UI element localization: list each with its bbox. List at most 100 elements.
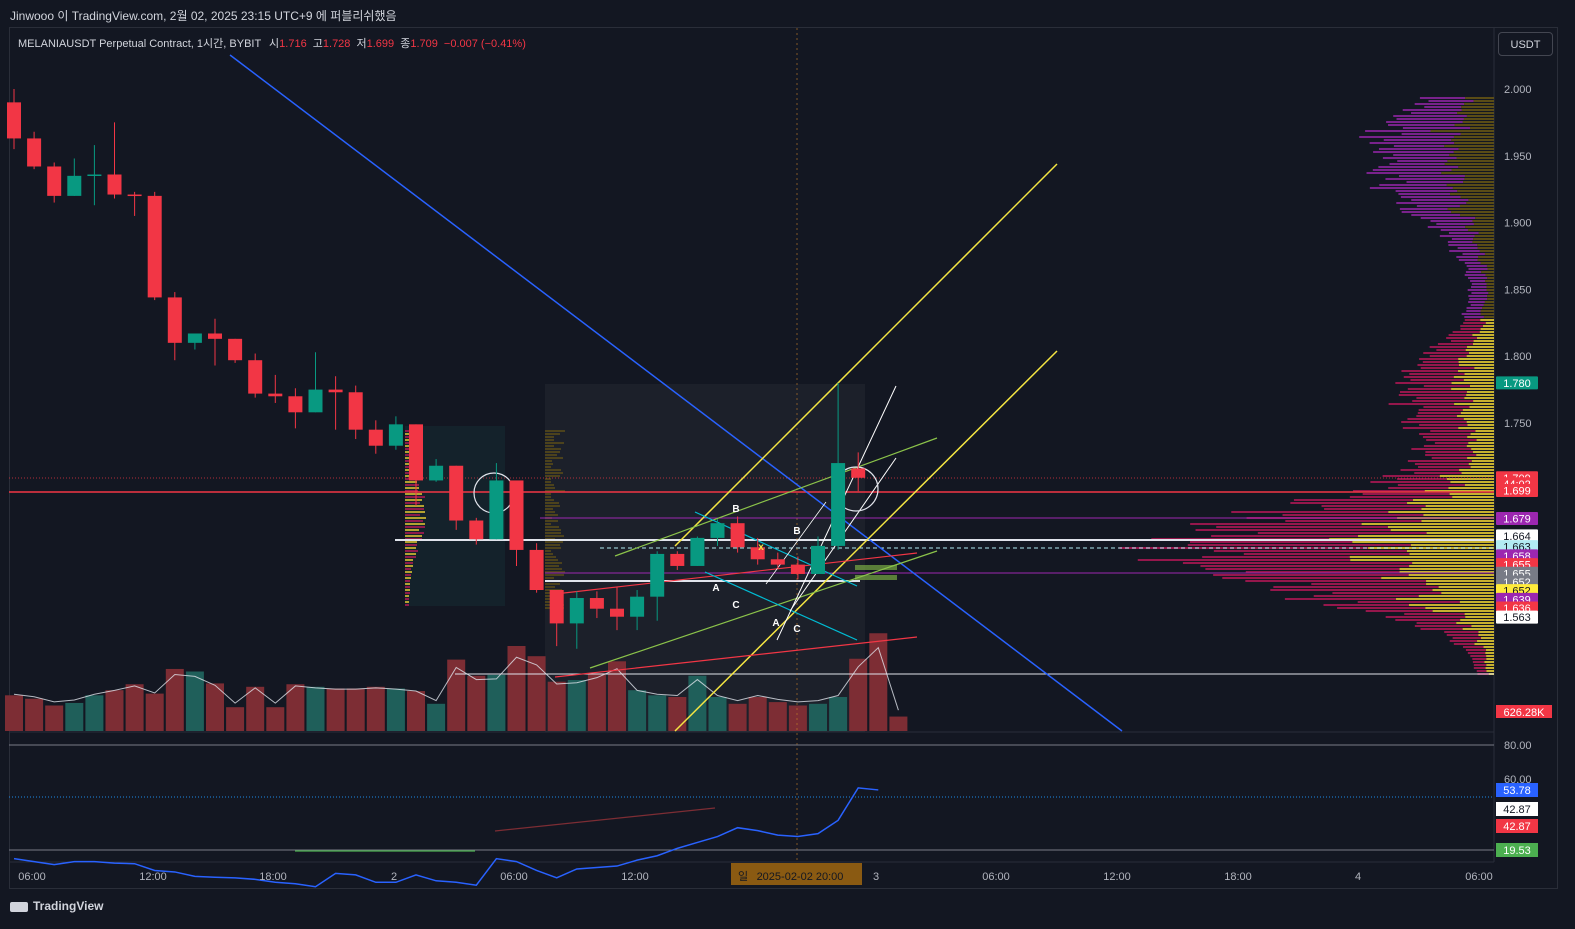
vp-buy-bar bbox=[1468, 463, 1494, 465]
red-line-upper[interactable] bbox=[554, 552, 918, 595]
vp-buy-bar bbox=[1458, 370, 1494, 372]
crosshair-time-label: 일 2025-02-02 20:00 bbox=[731, 863, 862, 885]
time-tick: 06:00 bbox=[18, 871, 46, 883]
time-axis[interactable]: 06:00 12:00 18:00 2 06:00 12:00 3 06:00 12:00 18:… bbox=[18, 863, 1493, 885]
trendline-drawings[interactable] bbox=[229, 54, 1123, 732]
pattern-label: A bbox=[712, 583, 719, 594]
vp-buy-bar bbox=[1463, 118, 1494, 120]
candle bbox=[409, 424, 423, 506]
vp-buy-bar bbox=[1465, 616, 1494, 618]
session-vp-bar bbox=[405, 433, 410, 435]
vp-sell-bar bbox=[1470, 280, 1486, 282]
volume-bar bbox=[628, 690, 647, 731]
range-vp-bar bbox=[545, 514, 558, 516]
session-vp-bar bbox=[405, 571, 412, 573]
vp-buy-bar bbox=[1441, 172, 1494, 174]
candle-body bbox=[750, 547, 765, 560]
volume-profile bbox=[1119, 97, 1494, 675]
candle-body bbox=[650, 553, 665, 597]
volume-bar bbox=[65, 702, 84, 731]
volume-bar bbox=[507, 646, 526, 731]
vp-buy-bar bbox=[1466, 391, 1494, 393]
rsi-label-bg bbox=[1496, 802, 1538, 816]
vp-sell-bar bbox=[1411, 448, 1472, 450]
vp-sell-bar bbox=[1187, 544, 1411, 546]
session-vp-bar bbox=[405, 499, 422, 501]
volume-bar bbox=[85, 695, 104, 731]
vp-buy-bar bbox=[1487, 295, 1494, 297]
channel-lower[interactable] bbox=[674, 350, 1058, 732]
volume-bar bbox=[527, 656, 546, 731]
green-line-lower[interactable] bbox=[589, 550, 938, 669]
rsi-label-bg bbox=[1496, 819, 1538, 833]
vp-buy-bar bbox=[1472, 343, 1494, 345]
vp-sell-bar bbox=[1407, 418, 1464, 420]
candle-body bbox=[388, 424, 403, 446]
vp-sell-bar bbox=[1378, 148, 1459, 150]
session-vp-bar bbox=[405, 574, 411, 576]
session-vp-bar bbox=[405, 541, 417, 543]
vp-buy-bar bbox=[1475, 217, 1494, 219]
candle bbox=[549, 590, 564, 647]
vp-buy-bar bbox=[1471, 625, 1494, 627]
vp-sell-bar bbox=[1417, 412, 1461, 414]
price-axis[interactable]: 2.0001.9501.9001.8501.8001.7501.7801.709… bbox=[1496, 84, 1552, 857]
vp-buy-bar bbox=[1478, 634, 1494, 636]
vp-buy-bar bbox=[1458, 427, 1494, 429]
vp-sell-bar bbox=[1398, 193, 1451, 195]
session-vp-bar bbox=[405, 454, 412, 456]
range-vp-bar bbox=[545, 508, 553, 510]
session-vp-bar bbox=[405, 457, 412, 459]
volume-bar bbox=[266, 707, 285, 731]
vp-buy-bar bbox=[1486, 265, 1494, 267]
vp-sell-bar bbox=[1365, 610, 1433, 612]
vp-sell-bar bbox=[1378, 166, 1459, 168]
channel-upper[interactable] bbox=[674, 163, 1058, 547]
vp-buy-bar bbox=[1453, 136, 1494, 138]
candle-body bbox=[610, 608, 624, 617]
candle bbox=[529, 543, 544, 593]
volume-bar bbox=[728, 703, 747, 731]
vp-sell-bar bbox=[1469, 298, 1488, 300]
tradingview-logo[interactable]: TradingView bbox=[10, 899, 103, 913]
green-line-upper[interactable] bbox=[614, 437, 938, 557]
vp-buy-bar bbox=[1470, 433, 1494, 435]
vp-buy-bar bbox=[1462, 409, 1494, 411]
vp-buy-bar bbox=[1447, 160, 1494, 162]
vp-buy-bar bbox=[1486, 670, 1494, 672]
candle-body bbox=[147, 195, 162, 298]
vp-buy-bar bbox=[1472, 241, 1494, 243]
rsi-label-text: 42.87 bbox=[1503, 821, 1531, 833]
session-vp-bar bbox=[405, 451, 412, 453]
vp-sell-bar bbox=[1416, 205, 1460, 207]
vp-sell-bar bbox=[1337, 607, 1426, 609]
price-label-text: 1.664 bbox=[1503, 531, 1531, 543]
session-vp-bar bbox=[405, 547, 416, 549]
low-label: 저 bbox=[356, 38, 367, 50]
vp-sell-bar bbox=[1362, 493, 1450, 495]
vp-buy-bar bbox=[1460, 133, 1494, 135]
session-vp-bar bbox=[405, 496, 425, 498]
vp-buy-bar bbox=[1479, 331, 1494, 333]
range-box bbox=[855, 575, 897, 580]
candle bbox=[750, 537, 765, 565]
vp-buy-bar bbox=[1485, 649, 1494, 651]
vp-sell-bar bbox=[1401, 133, 1461, 135]
currency-button[interactable]: USDT bbox=[1498, 32, 1553, 56]
red-line-lower[interactable] bbox=[554, 636, 918, 678]
downtrend-line[interactable] bbox=[229, 54, 1123, 732]
vp-buy-bar bbox=[1467, 424, 1494, 426]
cyan-line-2[interactable] bbox=[704, 571, 858, 641]
white-line-3[interactable] bbox=[765, 501, 827, 585]
candle bbox=[47, 162, 62, 203]
vp-sell-bar bbox=[1451, 238, 1474, 240]
range-vp-bar bbox=[545, 526, 559, 528]
vp-sell-bar bbox=[1369, 187, 1453, 189]
session-vp-bar bbox=[405, 445, 411, 447]
vp-buy-bar bbox=[1461, 106, 1494, 108]
vp-sell-bar bbox=[1182, 562, 1413, 564]
vp-sell-bar bbox=[1293, 499, 1414, 501]
volume-bar bbox=[788, 705, 807, 731]
pattern-label: B bbox=[793, 526, 800, 537]
